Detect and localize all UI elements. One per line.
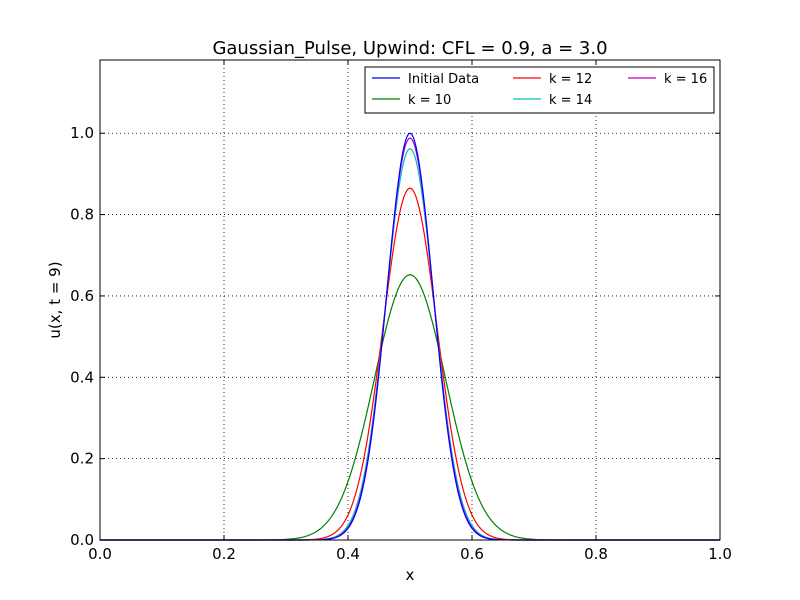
legend-label-k-12: k = 12 [549, 72, 592, 87]
legend-box [364, 66, 715, 114]
x-tick-label: 0.2 [212, 545, 236, 563]
y-tick-label: 0.0 [70, 531, 94, 549]
legend-label-k-16: k = 16 [664, 72, 707, 87]
legend: Initial Data k = 10 k = 12 k = 14 k = 16 [364, 66, 715, 114]
series-line-k-12 [100, 187, 720, 541]
series-line-initial-data [100, 132, 720, 541]
y-tick-label: 0.2 [70, 450, 94, 468]
y-axis-label: u(x, t = 9) [46, 261, 64, 338]
series-group [100, 132, 720, 541]
tick-labels: 0.0 0.2 0.4 0.6 0.8 1.0 0.0 0.2 0.4 0.6 0.8 1.0 [70, 124, 732, 563]
legend-label-k-10: k = 10 [408, 93, 451, 108]
y-tick-label: 1.0 [70, 124, 94, 142]
x-axis-label: x [406, 566, 415, 584]
x-tick-label: 0.0 [88, 545, 112, 563]
legend-label-k-14: k = 14 [549, 93, 592, 108]
x-tick-label: 0.8 [584, 545, 608, 563]
y-tick-label: 0.4 [70, 368, 94, 386]
x-tick-label: 0.6 [460, 545, 484, 563]
series-line-k-10 [100, 274, 720, 541]
series-line-k-16 [100, 137, 720, 541]
series-line-k-14 [100, 148, 720, 541]
y-tick-label: 0.8 [70, 206, 94, 224]
ticks [99, 60, 721, 541]
plot-frame [99, 59, 721, 541]
x-tick-label: 0.4 [336, 545, 360, 563]
y-tick-label: 0.6 [70, 287, 94, 305]
legend-label-initial-data: Initial Data [408, 72, 479, 87]
grid [100, 60, 720, 540]
x-tick-label: 1.0 [708, 545, 732, 563]
chart-title: Gaussian_Pulse, Upwind: CFL = 0.9, a = 3… [212, 38, 607, 59]
